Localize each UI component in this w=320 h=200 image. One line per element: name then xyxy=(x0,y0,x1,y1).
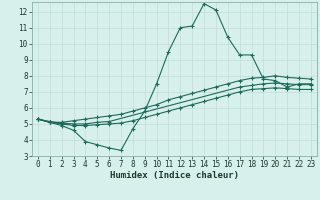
X-axis label: Humidex (Indice chaleur): Humidex (Indice chaleur) xyxy=(110,171,239,180)
